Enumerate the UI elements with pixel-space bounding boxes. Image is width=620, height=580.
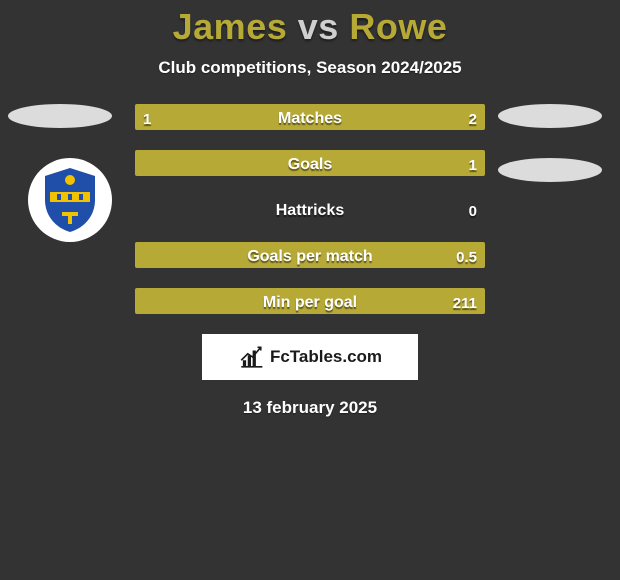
- title-player-1: James: [173, 6, 288, 47]
- comparison-stage: 12Matches 1Goals 0Hattricks 0.5Goals per ma…: [0, 104, 620, 314]
- stat-bars: 12Matches 1Goals 0Hattricks 0.5Goals per ma…: [135, 104, 485, 314]
- title-vs: vs: [298, 6, 339, 47]
- stat-label: Hattricks: [135, 196, 485, 222]
- stat-row: 12Matches: [135, 104, 485, 130]
- snapshot-date: 13 february 2025: [0, 398, 620, 418]
- player2-photo-placeholder: [498, 104, 602, 128]
- stat-bar-right: [135, 242, 485, 268]
- stat-bar-right: [268, 104, 485, 130]
- stat-row: 0Hattricks: [135, 196, 485, 222]
- stat-bar-right: [135, 150, 485, 176]
- stat-row: 0.5Goals per match: [135, 242, 485, 268]
- stat-bar-left: [135, 104, 268, 130]
- stat-value-right: 0: [469, 196, 477, 222]
- title-player-2: Rowe: [349, 6, 447, 47]
- bar-chart-icon: [238, 344, 264, 370]
- player1-photo-placeholder: [8, 104, 112, 128]
- brand-text: FcTables.com: [270, 347, 382, 367]
- stat-row: 1Goals: [135, 150, 485, 176]
- player1-club-crest: [28, 158, 112, 242]
- stat-bar-right: [135, 288, 485, 314]
- subtitle: Club competitions, Season 2024/2025: [0, 58, 620, 78]
- stat-row: 211Min per goal: [135, 288, 485, 314]
- shield-icon: [40, 166, 100, 234]
- brand-badge[interactable]: FcTables.com: [202, 334, 418, 380]
- player2-club-placeholder: [498, 158, 602, 182]
- page-title: James vs Rowe: [0, 0, 620, 48]
